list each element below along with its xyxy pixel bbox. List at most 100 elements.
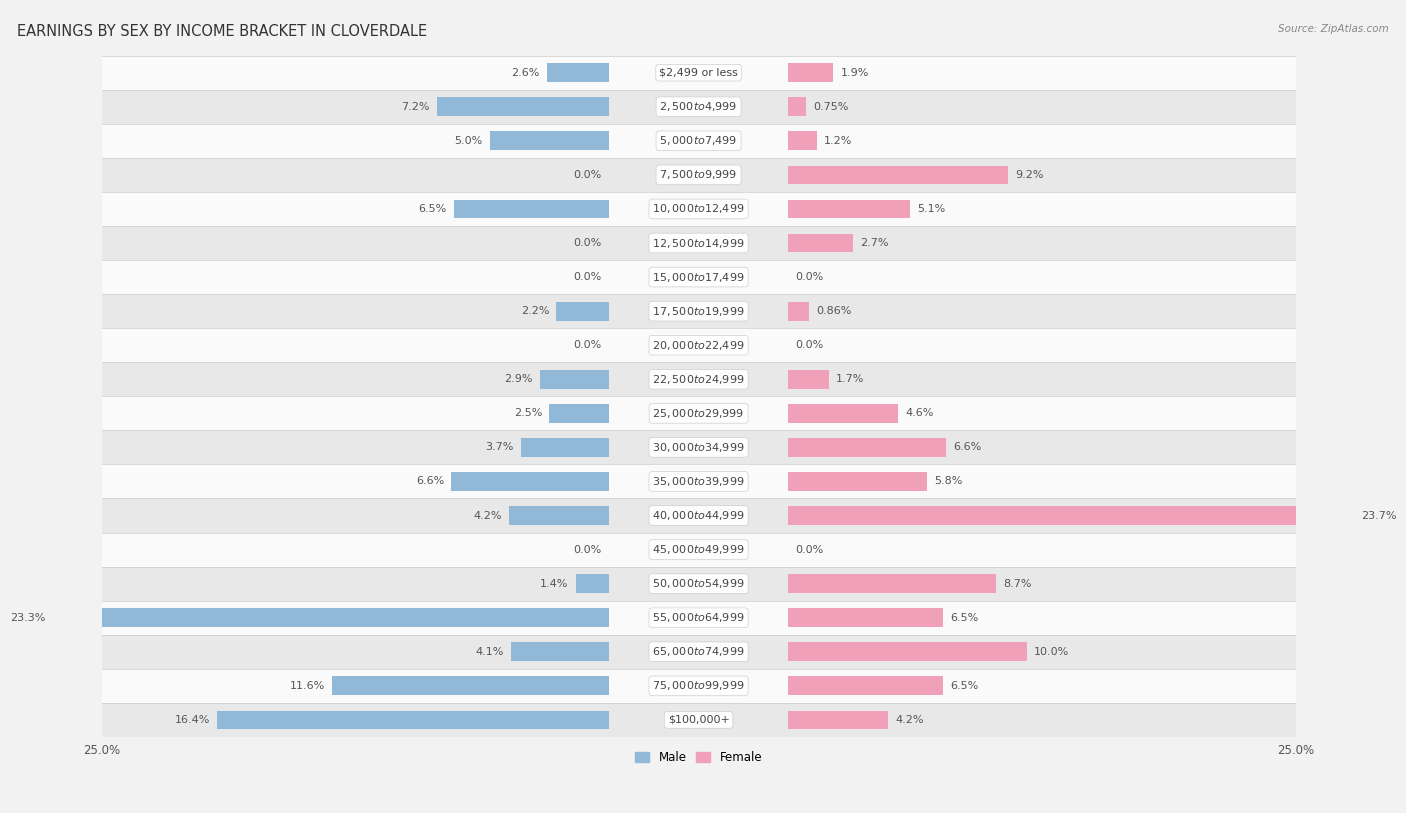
Text: 2.7%: 2.7% (859, 238, 889, 248)
Bar (789, 506, 1354, 525)
Text: 0.75%: 0.75% (813, 102, 849, 111)
Text: 4.6%: 4.6% (905, 408, 934, 419)
Bar (101, 226, 1295, 260)
Text: 0.0%: 0.0% (574, 170, 602, 180)
Text: $75,000 to $99,999: $75,000 to $99,999 (652, 680, 745, 693)
Bar (489, 132, 609, 150)
Bar (101, 328, 1295, 363)
Text: EARNINGS BY SEX BY INCOME BRACKET IN CLOVERDALE: EARNINGS BY SEX BY INCOME BRACKET IN CLO… (17, 24, 427, 39)
Text: 6.6%: 6.6% (953, 442, 981, 452)
Text: $7,500 to $9,999: $7,500 to $9,999 (659, 168, 738, 181)
Text: 5.8%: 5.8% (934, 476, 962, 486)
Text: $55,000 to $64,999: $55,000 to $64,999 (652, 611, 745, 624)
Bar (454, 199, 609, 219)
Text: 1.7%: 1.7% (837, 374, 865, 385)
Text: 3.7%: 3.7% (485, 442, 513, 452)
Bar (509, 506, 609, 525)
Text: 5.0%: 5.0% (454, 136, 482, 146)
Bar (520, 438, 609, 457)
Bar (101, 464, 1295, 498)
Bar (512, 642, 609, 661)
Bar (101, 567, 1295, 601)
Bar (789, 574, 995, 593)
Text: $12,500 to $14,999: $12,500 to $14,999 (652, 237, 745, 250)
Bar (789, 132, 817, 150)
Text: $35,000 to $39,999: $35,000 to $39,999 (652, 475, 745, 488)
Text: $5,000 to $7,499: $5,000 to $7,499 (659, 134, 738, 147)
Bar (101, 294, 1295, 328)
Text: 4.1%: 4.1% (475, 647, 503, 657)
Bar (789, 370, 828, 389)
Bar (789, 642, 1026, 661)
Text: 2.9%: 2.9% (505, 374, 533, 385)
Bar (101, 703, 1295, 737)
Text: 6.5%: 6.5% (950, 680, 979, 691)
Text: $22,500 to $24,999: $22,500 to $24,999 (652, 373, 745, 386)
Text: 6.6%: 6.6% (416, 476, 444, 486)
Text: 7.2%: 7.2% (402, 102, 430, 111)
Text: 23.7%: 23.7% (1361, 511, 1396, 520)
Text: 5.1%: 5.1% (917, 204, 945, 214)
Text: $100,000+: $100,000+ (668, 715, 730, 725)
Text: $30,000 to $34,999: $30,000 to $34,999 (652, 441, 745, 454)
Bar (789, 472, 927, 491)
Text: $10,000 to $12,499: $10,000 to $12,499 (652, 202, 745, 215)
Bar (550, 404, 609, 423)
Bar (547, 63, 609, 82)
Bar (101, 430, 1295, 464)
Text: 9.2%: 9.2% (1015, 170, 1043, 180)
Bar (540, 370, 609, 389)
Text: 1.2%: 1.2% (824, 136, 852, 146)
Text: $17,500 to $19,999: $17,500 to $19,999 (652, 305, 745, 318)
Text: 10.0%: 10.0% (1033, 647, 1070, 657)
Text: Source: ZipAtlas.com: Source: ZipAtlas.com (1278, 24, 1389, 34)
Bar (101, 363, 1295, 396)
Bar (789, 302, 808, 320)
Bar (789, 711, 889, 729)
Bar (789, 199, 910, 219)
Text: $65,000 to $74,999: $65,000 to $74,999 (652, 646, 745, 659)
Text: 1.4%: 1.4% (540, 579, 568, 589)
Bar (789, 98, 806, 116)
Text: 2.6%: 2.6% (512, 67, 540, 78)
Text: 8.7%: 8.7% (1002, 579, 1032, 589)
Text: $25,000 to $29,999: $25,000 to $29,999 (652, 406, 745, 420)
Bar (101, 396, 1295, 430)
Bar (789, 63, 834, 82)
Text: 16.4%: 16.4% (174, 715, 211, 725)
Text: 0.86%: 0.86% (815, 307, 851, 316)
Bar (101, 498, 1295, 533)
Text: 0.0%: 0.0% (796, 272, 824, 282)
Text: $50,000 to $54,999: $50,000 to $54,999 (652, 577, 745, 590)
Bar (789, 233, 852, 252)
Bar (557, 302, 609, 320)
Text: 2.2%: 2.2% (520, 307, 550, 316)
Text: 6.5%: 6.5% (419, 204, 447, 214)
Bar (789, 676, 943, 695)
Bar (101, 601, 1295, 635)
Bar (789, 166, 1008, 185)
Text: 0.0%: 0.0% (574, 238, 602, 248)
Text: $2,500 to $4,999: $2,500 to $4,999 (659, 100, 738, 113)
Bar (789, 404, 898, 423)
Bar (52, 608, 609, 627)
Legend: Male, Female: Male, Female (630, 746, 766, 768)
Text: 2.5%: 2.5% (513, 408, 543, 419)
Text: $2,499 or less: $2,499 or less (659, 67, 738, 78)
Bar (101, 89, 1295, 124)
Text: 0.0%: 0.0% (574, 272, 602, 282)
Text: 1.9%: 1.9% (841, 67, 869, 78)
Text: 0.0%: 0.0% (796, 340, 824, 350)
Bar (451, 472, 609, 491)
Text: 23.3%: 23.3% (10, 613, 45, 623)
Text: 0.0%: 0.0% (796, 545, 824, 554)
Bar (789, 608, 943, 627)
Bar (101, 55, 1295, 89)
Bar (218, 711, 609, 729)
Text: $15,000 to $17,499: $15,000 to $17,499 (652, 271, 745, 284)
Bar (101, 158, 1295, 192)
Text: 0.0%: 0.0% (574, 340, 602, 350)
Bar (437, 98, 609, 116)
Bar (101, 260, 1295, 294)
Bar (101, 669, 1295, 703)
